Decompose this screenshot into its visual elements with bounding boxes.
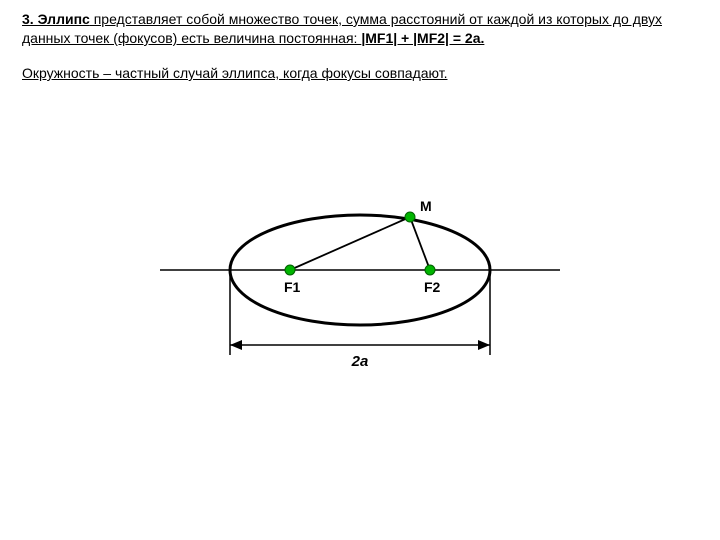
definition-body: представляет собой множество точек, сумм… — [22, 11, 662, 46]
page: 3. Эллипс представляет собой множество т… — [0, 0, 720, 540]
definition-formula: |MF1| + |MF2| = 2a. — [361, 30, 484, 46]
point-label-M: M — [420, 198, 432, 214]
point-label-F2: F2 — [424, 279, 441, 295]
term-ellipse: 3. Эллипс — [22, 11, 90, 27]
definition-paragraph: 3. Эллипс представляет собой множество т… — [22, 10, 702, 48]
point-label-F1: F1 — [284, 279, 301, 295]
dimension-label-2a: 2a — [351, 353, 369, 370]
ellipse-diagram: F1 F2 M 2a — [160, 150, 560, 410]
ellipse-svg: F1 F2 M 2a — [160, 150, 560, 410]
circle-note: Окружность – частный случай эллипса, ког… — [22, 64, 702, 83]
